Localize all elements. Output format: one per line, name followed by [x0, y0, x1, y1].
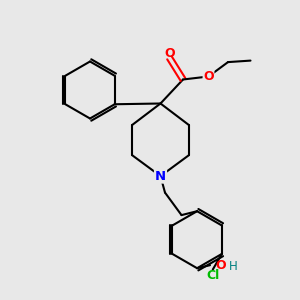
Text: O: O [164, 47, 175, 61]
Text: O: O [203, 70, 214, 83]
Text: N: N [155, 169, 166, 183]
Text: O: O [215, 259, 226, 272]
Text: H: H [229, 260, 238, 273]
Text: Cl: Cl [206, 269, 219, 282]
